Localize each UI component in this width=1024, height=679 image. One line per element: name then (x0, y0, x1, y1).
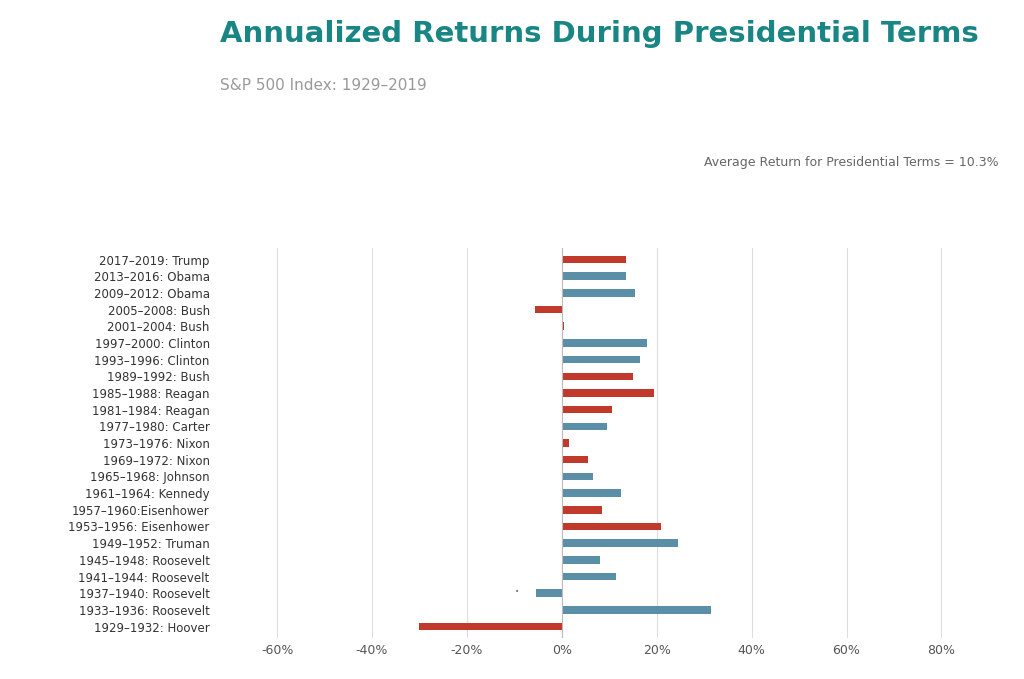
Bar (562, 256, 626, 263)
Bar (562, 389, 654, 397)
Bar (562, 340, 647, 347)
Text: Annualized Returns During Presidential Terms: Annualized Returns During Presidential T… (220, 20, 979, 48)
Bar (562, 556, 600, 564)
Bar (562, 406, 611, 414)
Bar (562, 606, 712, 614)
Bar (536, 306, 562, 313)
Bar (562, 473, 593, 480)
Text: Average Return for Presidential Terms = 10.3%: Average Return for Presidential Terms = … (703, 156, 998, 169)
Bar (562, 490, 622, 497)
Bar (562, 422, 607, 430)
Bar (562, 539, 678, 547)
Bar (562, 356, 640, 363)
Bar (562, 573, 616, 581)
Bar (562, 456, 588, 464)
Bar (562, 439, 569, 447)
Bar (562, 523, 662, 530)
Bar (562, 373, 633, 380)
Bar (562, 289, 635, 297)
Text: ·: · (514, 583, 520, 602)
Bar (420, 623, 562, 630)
Text: S&P 500 Index: 1929–2019: S&P 500 Index: 1929–2019 (220, 78, 427, 93)
Bar (562, 323, 564, 330)
Bar (536, 589, 562, 597)
Bar (562, 272, 626, 280)
Bar (562, 506, 602, 513)
